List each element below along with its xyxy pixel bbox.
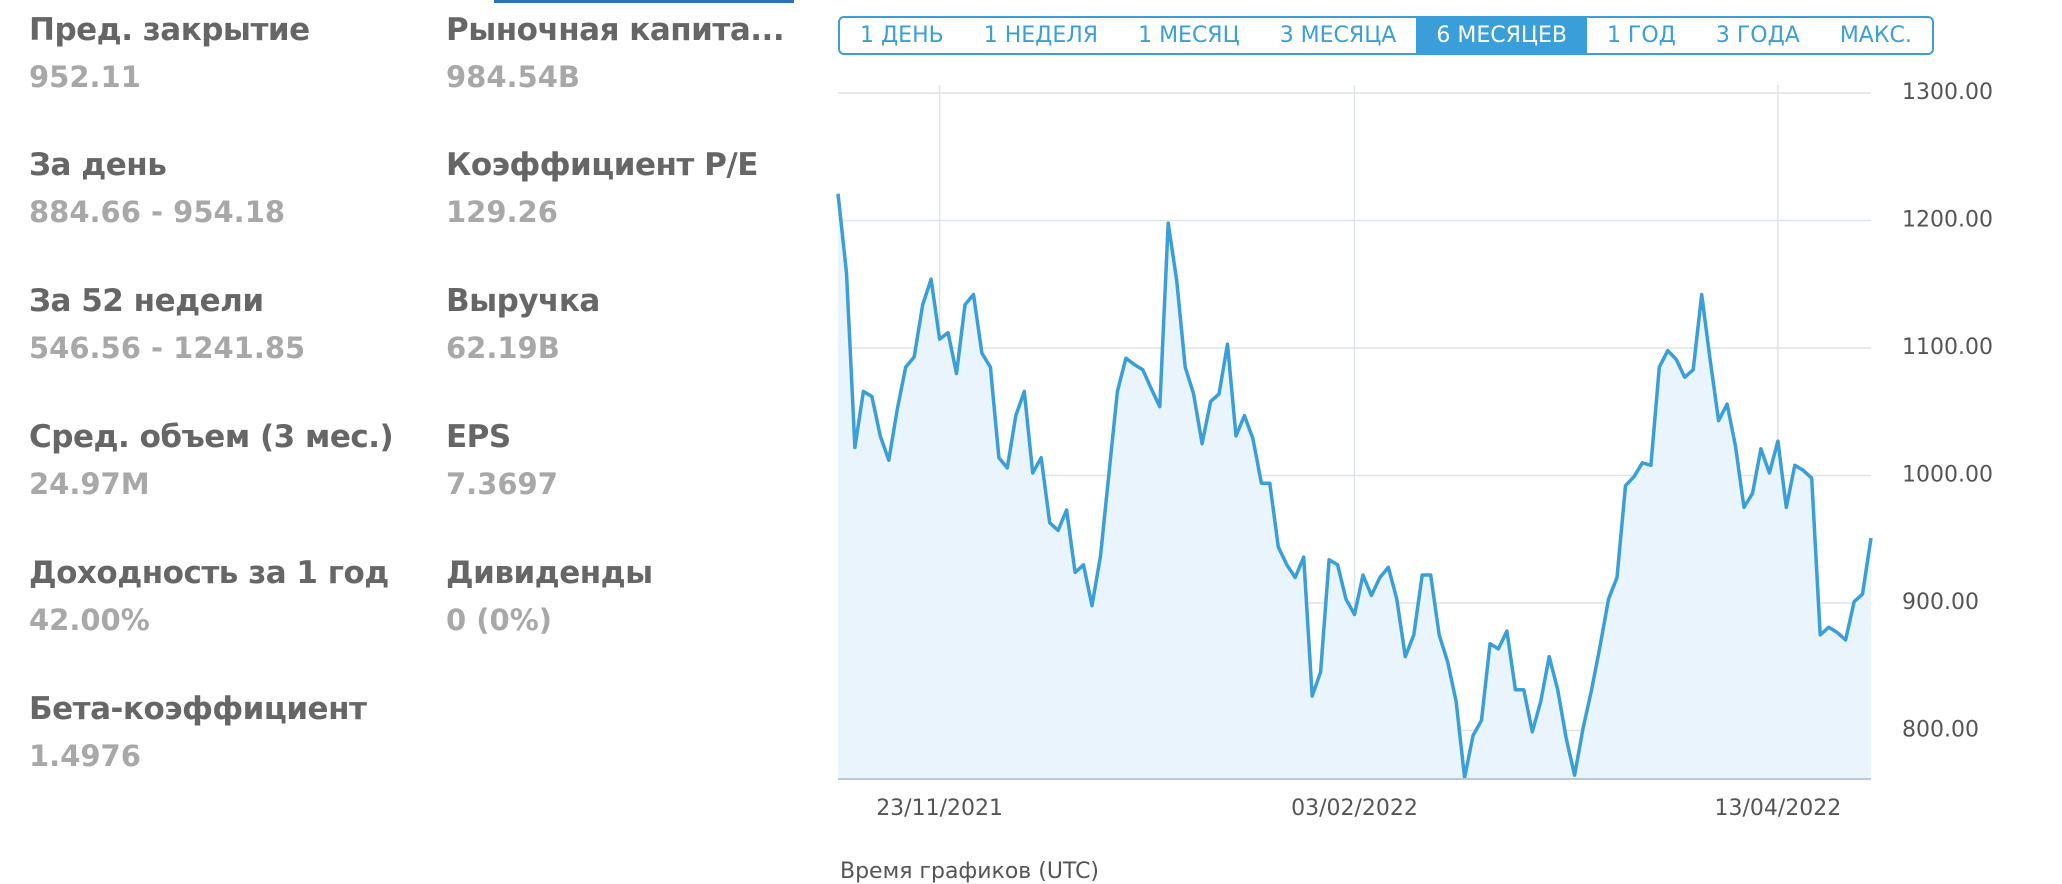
stat-value: 952.11 bbox=[29, 60, 141, 94]
stat-label: Пред. закрытие bbox=[29, 12, 310, 48]
stat-value: 62.19B bbox=[446, 331, 560, 365]
stat-value: 24.97M bbox=[29, 467, 150, 501]
x-tick-label: 23/11/2021 bbox=[876, 796, 1003, 821]
stat-label: Дивиденды bbox=[446, 555, 653, 591]
stat-value: 546.56 - 1241.85 bbox=[29, 331, 306, 365]
stat-label: EPS bbox=[446, 419, 511, 455]
footer-note: Время графиков (UTC) bbox=[840, 859, 1099, 884]
range-tab[interactable]: 1 ДЕНЬ bbox=[860, 23, 944, 48]
tab-indicator bbox=[494, 0, 794, 3]
stat-label: Доходность за 1 год bbox=[29, 555, 389, 591]
stat-label: Выручка bbox=[446, 283, 600, 319]
stat-label: За 52 недели bbox=[29, 283, 264, 319]
range-tab[interactable]: 1 МЕСЯЦ bbox=[1138, 23, 1240, 48]
range-tab[interactable]: 1 НЕДЕЛЯ bbox=[983, 23, 1099, 48]
x-tick-label: 13/04/2022 bbox=[1714, 796, 1841, 821]
y-tick-label: 1100.00 bbox=[1902, 335, 1993, 360]
area-fill bbox=[838, 193, 1871, 779]
range-tab[interactable]: 6 МЕСЯЦЕВ bbox=[1416, 18, 1587, 53]
y-tick-label: 1300.00 bbox=[1902, 80, 1993, 105]
range-tabs: 1 ДЕНЬ 1 НЕДЕЛЯ 1 МЕСЯЦ 3 МЕСЯЦА 6 МЕСЯЦЕВ 1 … bbox=[838, 16, 1934, 55]
price-line bbox=[836, 193, 1873, 780]
stat-value: 984.54B bbox=[446, 60, 581, 94]
stat-label: Сред. объем (3 мес.) bbox=[29, 419, 394, 455]
range-tab[interactable]: 3 МЕСЯЦА bbox=[1279, 23, 1397, 48]
stat-label: За день bbox=[29, 147, 167, 183]
x-tick-label: 03/02/2022 bbox=[1291, 796, 1418, 821]
y-tick-label: 900.00 bbox=[1902, 590, 1979, 615]
range-tab[interactable]: МАКС. bbox=[1839, 23, 1912, 48]
y-tick-label: 1200.00 bbox=[1902, 208, 1993, 233]
stat-value: 1.4976 bbox=[29, 739, 141, 773]
stat-value: 7.3697 bbox=[446, 467, 558, 501]
stat-value: 884.66 - 954.18 bbox=[29, 195, 286, 229]
stat-label: Рыночная капита... bbox=[446, 12, 785, 48]
stat-value: 42.00% bbox=[29, 603, 150, 637]
stat-label: Бета-коэффициент bbox=[29, 691, 367, 727]
stat-value: 129.26 bbox=[446, 195, 558, 229]
y-tick-label: 1000.00 bbox=[1902, 463, 1993, 488]
stat-value: 0 (0%) bbox=[446, 603, 553, 637]
y-tick-label: 800.00 bbox=[1902, 718, 1979, 743]
range-tab[interactable]: 1 ГОД bbox=[1606, 23, 1676, 48]
range-tab[interactable]: 3 ГОДА bbox=[1715, 23, 1800, 48]
stat-label: Коэффициент P/E bbox=[446, 147, 758, 183]
